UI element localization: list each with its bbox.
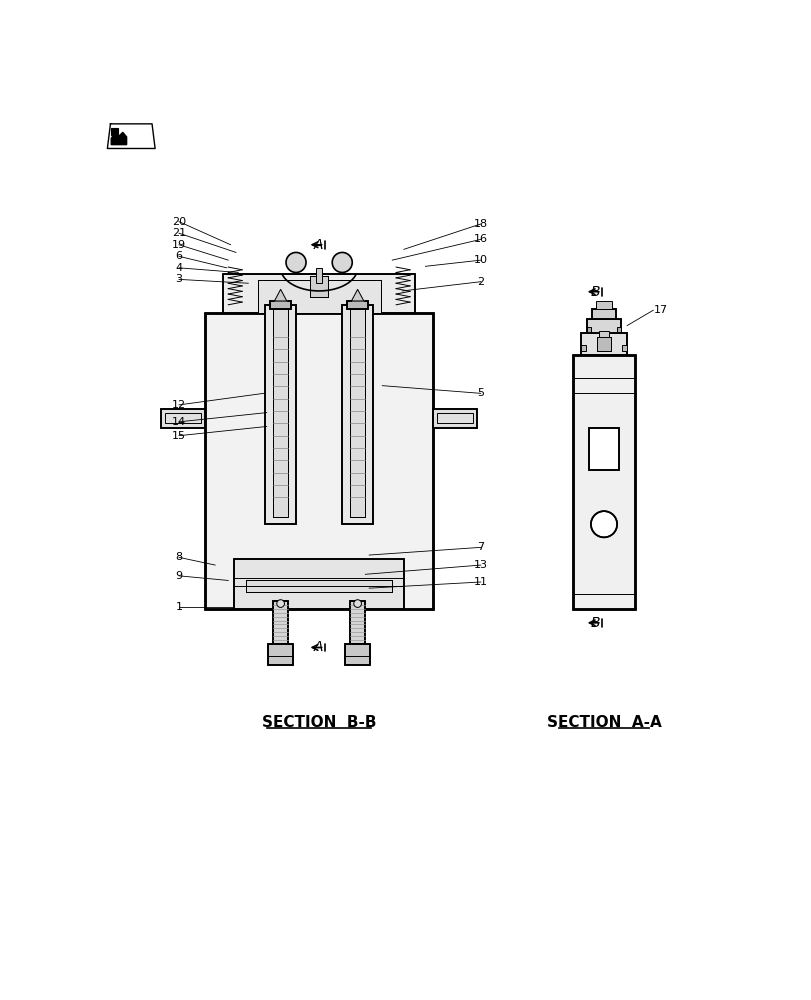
Bar	[161, 409, 205, 428]
Bar	[432, 409, 476, 428]
Text: 17: 17	[654, 305, 667, 315]
Text: 3: 3	[175, 274, 182, 284]
Bar	[350, 309, 365, 517]
Text: 4: 4	[175, 263, 182, 273]
Bar	[621, 345, 626, 351]
Text: 13: 13	[474, 560, 487, 570]
Circle shape	[590, 511, 616, 537]
Text: 15: 15	[172, 431, 186, 441]
Text: 7: 7	[477, 542, 484, 552]
Text: 11: 11	[474, 577, 487, 587]
Bar	[111, 128, 118, 135]
Circle shape	[285, 252, 306, 272]
Text: 5: 5	[477, 388, 483, 398]
Bar	[580, 333, 626, 355]
Bar	[310, 276, 328, 297]
Bar	[269, 301, 291, 309]
Text: 10: 10	[474, 255, 487, 265]
Bar	[257, 280, 380, 312]
Bar	[596, 337, 610, 351]
Bar	[591, 309, 616, 319]
Text: 9: 9	[175, 571, 182, 581]
Bar	[595, 301, 611, 309]
Bar	[616, 327, 620, 332]
Bar	[599, 331, 608, 337]
Bar	[580, 333, 626, 355]
Bar	[350, 601, 365, 644]
Bar	[591, 309, 616, 319]
Text: A: A	[313, 238, 323, 252]
Bar	[246, 580, 392, 592]
Bar	[310, 276, 328, 297]
Bar	[341, 305, 372, 524]
Polygon shape	[107, 124, 155, 148]
Bar	[272, 601, 288, 644]
Bar	[436, 413, 473, 423]
Bar	[265, 305, 296, 524]
Bar	[350, 309, 365, 517]
Text: 8: 8	[175, 552, 182, 562]
Polygon shape	[274, 289, 286, 301]
Bar	[586, 327, 590, 332]
Bar	[432, 409, 476, 428]
Bar	[272, 309, 288, 517]
Bar	[586, 319, 620, 333]
Text: SECTION  A-A: SECTION A-A	[546, 715, 661, 730]
Bar	[246, 580, 392, 592]
Text: SECTION  B-B: SECTION B-B	[262, 715, 376, 730]
Bar	[573, 355, 634, 609]
Bar	[234, 559, 403, 609]
Bar	[234, 559, 403, 609]
Bar	[205, 312, 432, 609]
Text: 6: 6	[175, 251, 182, 261]
Bar	[341, 305, 372, 524]
Text: 16: 16	[474, 234, 487, 244]
Text: 12: 12	[172, 400, 186, 410]
Circle shape	[332, 252, 352, 272]
Bar	[269, 301, 291, 309]
Circle shape	[354, 600, 361, 607]
Text: B: B	[590, 616, 599, 630]
Bar	[161, 409, 205, 428]
Text: 1: 1	[175, 602, 182, 612]
Bar	[588, 428, 619, 470]
Text: A: A	[313, 640, 323, 654]
Bar	[205, 312, 432, 609]
Text: B: B	[590, 285, 599, 299]
Polygon shape	[351, 289, 363, 301]
Bar	[268, 644, 293, 665]
Polygon shape	[111, 132, 127, 145]
Text: 21: 21	[172, 228, 186, 238]
Bar	[222, 274, 415, 312]
Bar	[268, 644, 293, 665]
Bar	[346, 301, 368, 309]
Text: 18: 18	[473, 219, 487, 229]
Bar	[222, 274, 415, 312]
Bar	[586, 319, 620, 333]
Bar	[272, 309, 288, 517]
Bar	[596, 337, 610, 351]
Bar	[350, 601, 365, 644]
Bar	[165, 413, 201, 423]
Bar	[272, 601, 288, 644]
Text: 19: 19	[172, 240, 186, 250]
Bar	[265, 305, 296, 524]
Text: 14: 14	[172, 417, 186, 427]
Bar	[588, 428, 619, 470]
Bar	[580, 345, 586, 351]
Text: 20: 20	[172, 217, 186, 227]
Circle shape	[277, 600, 284, 607]
Bar	[573, 355, 634, 609]
Bar	[346, 301, 368, 309]
Bar	[345, 644, 370, 665]
Bar	[345, 644, 370, 665]
Bar	[257, 280, 380, 312]
Text: 2: 2	[477, 277, 484, 287]
Bar	[315, 268, 322, 283]
